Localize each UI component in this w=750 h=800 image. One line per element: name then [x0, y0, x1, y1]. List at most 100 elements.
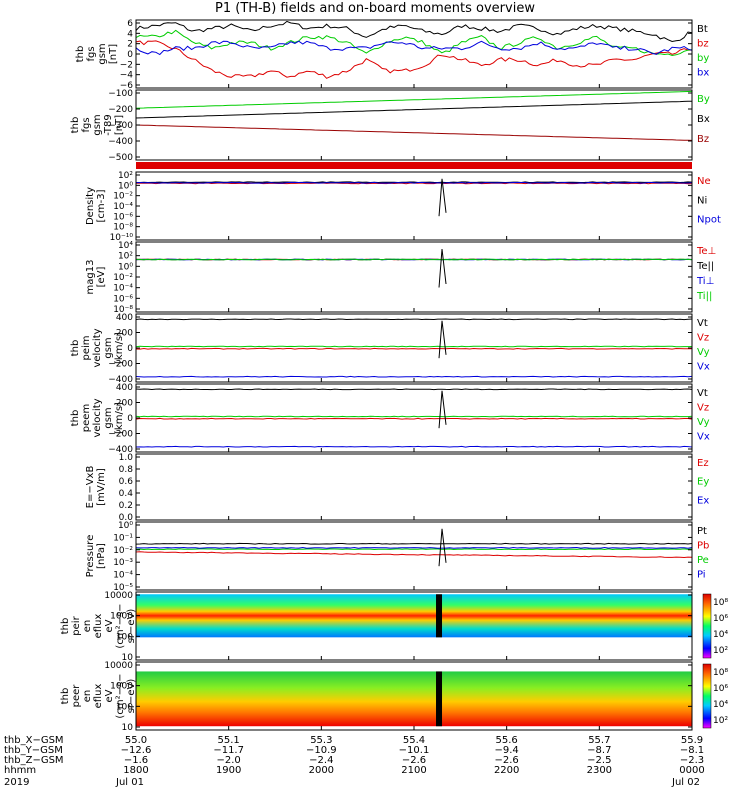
event-spike: [438, 390, 447, 429]
legend-density-2: Npot: [697, 215, 721, 226]
legend-pressure-2: Pe: [697, 555, 709, 566]
legend-efield-0: Ez: [697, 458, 709, 469]
y-axis-label: gsm: [97, 43, 108, 64]
x-tick-label: 2000: [309, 765, 334, 776]
y-tick-label: 10⁰: [118, 521, 133, 531]
legend-peim-3: Vx: [697, 362, 710, 373]
legend-fgs-t89-1: Bx: [697, 114, 710, 125]
y-tick-label: 0.6: [119, 477, 134, 487]
y-tick-label: 10⁻²: [113, 273, 133, 283]
series-line-peim-0: [135, 318, 693, 321]
y-axis-label: [cm-3]: [96, 189, 107, 222]
y-tick-label: 10⁻¹: [113, 533, 133, 543]
series-line-peem-2: [135, 415, 693, 418]
y-axis-label: thb: [60, 688, 71, 705]
y-axis-label: eV: [104, 619, 115, 632]
legend-fgs-0: Bt: [697, 24, 708, 35]
series-line-peem-0: [135, 388, 693, 391]
y-tick-label: 10⁻⁸: [113, 223, 133, 233]
y-axis-label: gsm: [103, 337, 114, 358]
y-axis-label: eflux: [93, 684, 104, 709]
legend-efield-2: Ex: [697, 495, 709, 506]
y-axis-label: gsm: [92, 114, 103, 135]
y-tick-label: 4: [127, 29, 133, 39]
y-tick-label: 200: [116, 329, 133, 339]
y-tick-label: 0: [127, 414, 133, 424]
series-line-peem-3: [135, 445, 693, 448]
series-line-pressure-3: [135, 546, 693, 549]
x-tick-label: −2.0: [217, 755, 241, 766]
y-tick-label: 10000: [104, 591, 133, 601]
event-spike: [438, 178, 447, 217]
colorbar-peer: 10⁸ 10⁶ 10⁴ 10²: [702, 663, 728, 729]
quality-flag-bar: [136, 162, 692, 169]
legend-peim-1: Vz: [697, 333, 709, 344]
y-tick-label: −200: [108, 105, 133, 115]
y-tick-label: −4: [120, 71, 134, 81]
y-tick-label: 0.8: [119, 465, 134, 475]
colorbar-tick-label: 10⁴: [713, 630, 728, 640]
series-line-density-2: [135, 181, 693, 184]
x-tick-label: −8.1: [680, 745, 704, 756]
y-tick-label: 10: [122, 723, 134, 733]
legend-temp-0: Te⊥: [696, 246, 716, 257]
series-line-fgs-t89-1: [135, 100, 693, 119]
colorbar-peir: 10⁸ 10⁶ 10⁴ 10²: [702, 593, 728, 659]
legend-peim-0: Vt: [697, 318, 708, 329]
x-tick-label: 1900: [216, 765, 241, 776]
series-line-pressure-0: [135, 542, 693, 545]
y-axis-label: [nT]: [114, 115, 125, 135]
x-tick-label: 55.9: [681, 735, 703, 746]
y-tick-label: 10⁻⁸: [113, 305, 133, 315]
x-tick-label: −12.6: [121, 745, 152, 756]
series-line-pressure-1: [135, 551, 693, 559]
y-tick-label: −300: [108, 121, 133, 131]
colorbar-bar: [702, 663, 712, 729]
y-tick-label: 100: [116, 702, 133, 712]
y-tick-label: 10⁻⁵: [113, 583, 133, 593]
legend-peem-1: Vz: [697, 403, 709, 414]
spectrogram-peir: [136, 594, 692, 638]
colorbar-tick-label: 10²: [713, 716, 728, 726]
panel-peim: Vt Vz Vy Vx 400 200 0 −200 −400 thb peim velocity gs…: [70, 313, 710, 385]
y-axis-label: thb: [70, 410, 81, 427]
series-line-fgs-1: [135, 40, 692, 79]
panel-pressure: Pt Pb Pe Pi 10⁰ 10⁻¹ 10⁻² 10⁻³ 10⁻⁴ 10⁻⁵ Pressure[…: [85, 521, 709, 593]
x-tick-label: 2300: [587, 765, 612, 776]
y-tick-label: 0.0: [119, 513, 134, 523]
x-tick-label: 0000: [679, 765, 704, 776]
x-tick-label: −2.4: [309, 755, 333, 766]
y-tick-label: 10⁻⁴: [113, 284, 133, 294]
legend-temp-1: Te||: [696, 261, 714, 272]
y-tick-label: −500: [108, 153, 133, 163]
x-axis-annotations: thb_X−GSM 55.0 55.1 55.3 55.4 55.6 55.7 55.9 thb…: [4, 735, 705, 788]
y-axis-label: -T89: [103, 114, 114, 136]
x-tick-label: 55.7: [588, 735, 610, 746]
x-row-label: thb_Z−GSM: [4, 755, 64, 766]
series-line-peim-1: [135, 347, 692, 350]
series-line-fgs-0: [135, 20, 693, 43]
y-tick-label: 0: [127, 50, 133, 60]
legend-peem-3: Vx: [697, 432, 710, 443]
legend-peem-0: Vt: [697, 388, 708, 399]
y-axis-label: Density: [85, 187, 96, 225]
x-tick-label: −2.6: [402, 755, 426, 766]
y-tick-label: 10⁻⁴: [113, 202, 133, 212]
x-tick-label: −10.9: [306, 745, 337, 756]
series-line-peim-3: [135, 375, 693, 378]
panel-frame: [135, 383, 693, 453]
y-axis-label: en: [82, 620, 93, 633]
y-tick-label: 1000: [110, 612, 133, 622]
y-tick-label: 10⁻³: [113, 558, 133, 568]
colorbar-tick-label: 10²: [713, 646, 728, 656]
y-tick-label: 10⁻¹⁰: [110, 233, 134, 243]
y-tick-label: 100: [116, 632, 133, 642]
colorbar-tick-label: 10⁶: [713, 614, 728, 624]
legend-fgs-t89-0: By: [697, 94, 710, 105]
y-tick-label: 10²: [118, 171, 133, 181]
series-line-fgs-3: [135, 40, 693, 56]
y-tick-label: −400: [108, 445, 133, 455]
x-tick-label: 55.1: [218, 735, 240, 746]
y-axis-label: mag13: [85, 260, 96, 295]
chart-title: P1 (TH-B) fields and on-board moments ov…: [215, 1, 535, 16]
